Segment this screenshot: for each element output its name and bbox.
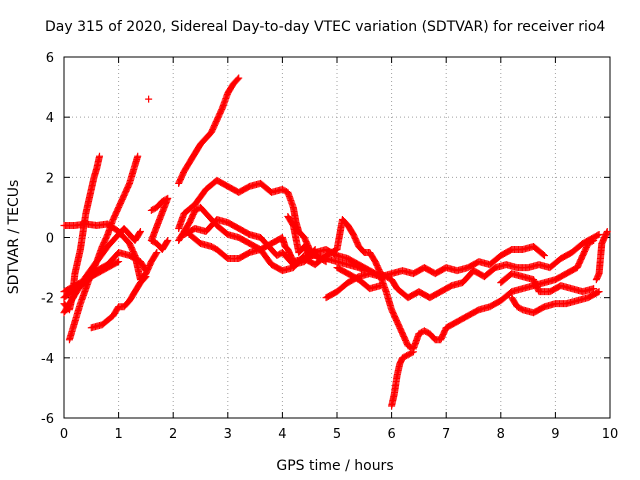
x-tick-label: 8	[497, 427, 505, 442]
x-tick-label: 0	[60, 427, 68, 442]
data-point	[134, 152, 142, 160]
y-tick-label: 2	[46, 171, 54, 186]
data-point	[141, 274, 149, 282]
x-tick-label: 5	[333, 427, 341, 442]
data-point	[377, 282, 385, 290]
x-tick-label: 9	[551, 427, 559, 442]
data-point	[141, 265, 149, 273]
y-tick-label: -2	[41, 292, 54, 307]
data-point	[95, 152, 103, 160]
x-tick-label: 2	[169, 427, 177, 442]
x-tick-label: 7	[442, 427, 450, 442]
series-track-7	[87, 273, 150, 332]
data-point	[310, 247, 318, 255]
data-point	[590, 237, 598, 245]
series-track-18	[388, 348, 417, 410]
plot-frame	[63, 56, 611, 419]
x-axis-label: GPS time / hours	[276, 458, 393, 474]
y-tick-labels: -6 -4 -2 0 2 4 6	[41, 51, 54, 427]
x-tick-label: 1	[114, 427, 122, 442]
data-point	[234, 75, 242, 83]
data-point	[152, 250, 160, 258]
series-track-8	[145, 95, 153, 103]
series-track-10	[175, 74, 243, 187]
data-points	[60, 74, 611, 410]
data-point	[142, 273, 150, 281]
series-track-9	[147, 194, 172, 254]
data-point	[235, 74, 243, 82]
data-point	[163, 238, 171, 246]
series-track-17	[333, 264, 385, 293]
data-point	[322, 258, 330, 266]
data-point	[145, 95, 153, 103]
data-point	[595, 230, 603, 238]
data-point	[409, 348, 417, 356]
data-point	[136, 229, 144, 237]
series-track-6	[60, 258, 123, 296]
data-point	[540, 252, 548, 260]
data-point	[408, 349, 416, 357]
series-track-15	[284, 212, 319, 260]
y-tick-label: 6	[46, 51, 54, 66]
x-tick-label: 3	[224, 427, 232, 442]
data-point	[153, 249, 161, 257]
data-point	[311, 246, 319, 254]
data-point	[603, 227, 611, 235]
data-point	[115, 258, 123, 266]
x-tick-label: 10	[602, 427, 619, 442]
series-track-3	[65, 152, 142, 344]
x-tick-label: 4	[278, 427, 286, 442]
data-point	[136, 227, 144, 235]
y-tick-label: -6	[41, 412, 54, 427]
x-tick-label: 6	[387, 427, 395, 442]
data-point	[539, 251, 547, 259]
y-tick-label: 4	[46, 111, 54, 126]
data-point	[595, 288, 603, 296]
data-point	[113, 258, 121, 266]
y-axis-label: SDTVAR / TECUs	[6, 180, 22, 295]
y-tick-label: 0	[46, 232, 54, 247]
data-point	[594, 231, 602, 239]
data-point	[594, 288, 602, 296]
x-tick-labels: 0 1 2 3 4 5 6 7 8 9 10	[60, 427, 618, 442]
data-point	[590, 285, 598, 293]
series-track-21	[592, 227, 611, 284]
chart-title: Day 315 of 2020, Sidereal Day-to-day VTE…	[45, 19, 605, 35]
data-point	[164, 237, 172, 245]
series-track-14	[186, 215, 603, 302]
y-tick-label: -4	[41, 352, 54, 367]
data-point	[588, 237, 596, 245]
series-track-20	[508, 288, 603, 317]
data-point	[142, 267, 150, 275]
series-track-19	[497, 270, 598, 296]
